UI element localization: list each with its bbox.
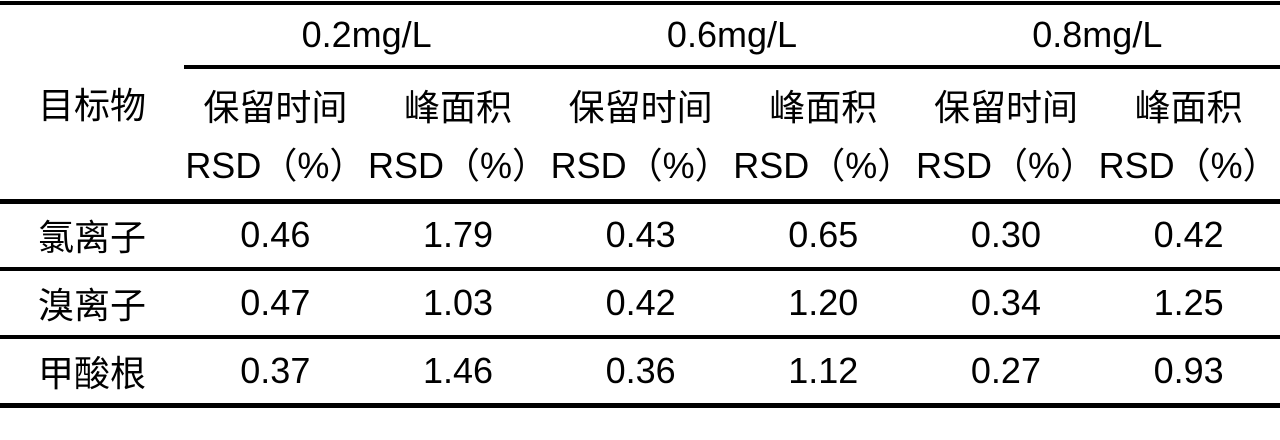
peak-area-rsd-header-1: 峰面积 RSD（%） — [366, 67, 550, 204]
value-cell: 1.79 — [366, 201, 550, 271]
corner-cell — [0, 1, 184, 67]
concentration-header-0.6mg-l: 0.6mg/L — [549, 1, 915, 69]
value-cell: 1.12 — [731, 337, 915, 408]
value-cell: 1.46 — [366, 337, 550, 408]
concentration-header-0.2mg-l: 0.2mg/L — [184, 1, 550, 69]
value-cell: 0.43 — [549, 201, 732, 271]
table-row-formate: 甲酸根 0.37 1.46 0.36 1.12 0.27 0.93 — [0, 337, 1280, 408]
analyte-name: 甲酸根 — [0, 337, 184, 408]
retention-header-line1: 保留时间 — [568, 87, 713, 128]
rsd-header-line2: RSD（%） — [367, 145, 548, 186]
value-cell: 1.25 — [1097, 269, 1280, 339]
value-cell: 0.93 — [1097, 337, 1280, 408]
value-cell: 0.30 — [914, 201, 1098, 271]
value-cell: 0.27 — [914, 337, 1098, 408]
sub-header-row: 目标物 保留时间 RSD（%） 峰面积 RSD（%） 保留时间 RSD（%） 峰… — [0, 67, 1280, 204]
value-cell: 0.47 — [184, 269, 367, 339]
rsd-header-line2: RSD（%） — [550, 145, 731, 186]
table-row-chloride: 氯离子 0.46 1.79 0.43 0.65 0.30 0.42 — [0, 201, 1280, 271]
retention-header-line1: 保留时间 — [933, 87, 1078, 128]
peak-area-header-line1: 峰面积 — [769, 87, 878, 128]
retention-rsd-header-1: 保留时间 RSD（%） — [184, 67, 367, 204]
value-cell: 0.65 — [731, 201, 915, 271]
retention-rsd-header-3: 保留时间 RSD（%） — [914, 67, 1098, 204]
peak-area-header-line1: 峰面积 — [403, 87, 512, 128]
value-cell: 0.42 — [1097, 201, 1280, 271]
value-cell: 0.42 — [549, 269, 732, 339]
value-cell: 0.36 — [549, 337, 732, 408]
analyte-name: 氯离子 — [0, 201, 184, 271]
rsd-header-line2: RSD（%） — [1098, 145, 1279, 186]
value-cell: 0.37 — [184, 337, 367, 408]
value-cell: 1.03 — [366, 269, 550, 339]
retention-header-line1: 保留时间 — [203, 87, 348, 128]
value-cell: 0.46 — [184, 201, 367, 271]
peak-area-header-line1: 峰面积 — [1134, 87, 1243, 128]
concentration-header-row: 0.2mg/L 0.6mg/L 0.8mg/L — [0, 1, 1280, 69]
peak-area-rsd-header-3: 峰面积 RSD（%） — [1097, 67, 1280, 204]
peak-area-rsd-header-2: 峰面积 RSD（%） — [731, 67, 915, 204]
rsd-header-line2: RSD（%） — [915, 145, 1096, 186]
value-cell: 0.34 — [914, 269, 1098, 339]
value-cell: 1.20 — [731, 269, 915, 339]
concentration-header-0.8mg-l: 0.8mg/L — [914, 1, 1280, 69]
rsd-header-line2: RSD（%） — [185, 145, 366, 186]
analyte-column-header: 目标物 — [0, 67, 184, 204]
retention-rsd-header-2: 保留时间 RSD（%） — [549, 67, 732, 204]
analyte-name: 溴离子 — [0, 269, 184, 339]
rsd-header-line2: RSD（%） — [733, 145, 914, 186]
precision-table: 0.2mg/L 0.6mg/L 0.8mg/L 目标物 保留时间 RSD（%） … — [0, 1, 1280, 408]
table-row-bromide: 溴离子 0.47 1.03 0.42 1.20 0.34 1.25 — [0, 269, 1280, 339]
